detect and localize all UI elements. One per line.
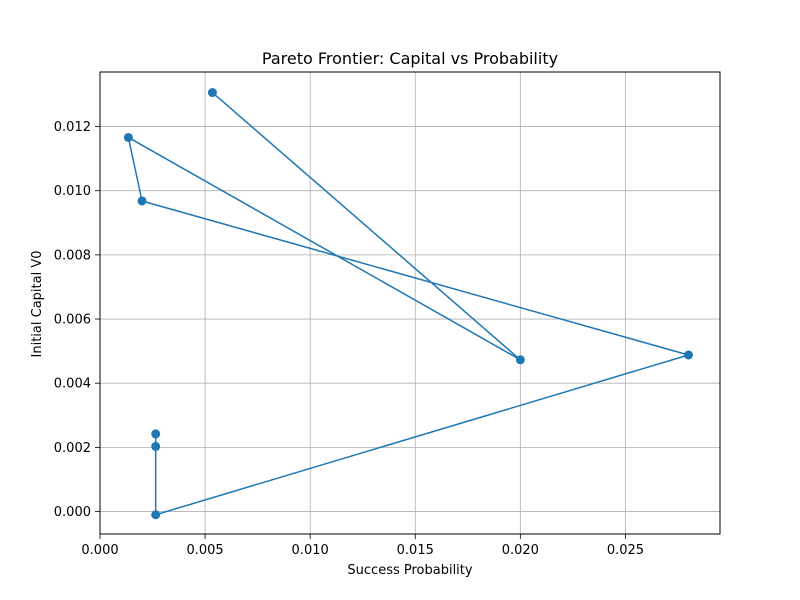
data-point — [151, 429, 161, 439]
x-tick-label: 0.000 — [81, 543, 118, 558]
x-axis-label: Success Probability — [347, 563, 472, 578]
x-tick-label: 0.025 — [607, 543, 644, 558]
plot-frame — [99, 71, 721, 535]
data-point — [123, 132, 133, 142]
series-line — [127, 91, 690, 516]
data-point — [207, 88, 217, 98]
y-axis-label: Initial Capital V0 — [30, 251, 45, 358]
data-point — [151, 441, 161, 451]
y-tick-label: 0.004 — [54, 377, 91, 392]
y-tick-label: 0.012 — [54, 120, 91, 135]
data-point — [515, 355, 525, 365]
y-tick-label: 0.008 — [54, 248, 91, 263]
y-tick-label: 0.006 — [54, 313, 91, 328]
x-tick-label: 0.015 — [397, 543, 434, 558]
y-axis: 0.000 0.002 0.004 0.006 0.008 0.010 0.012 — [54, 120, 100, 520]
chart-title: Pareto Frontier: Capital vs Probability — [262, 49, 558, 68]
y-tick-label: 0.010 — [54, 184, 91, 199]
y-tick-label: 0.000 — [54, 505, 91, 520]
series — [123, 88, 693, 520]
grid — [99, 72, 720, 534]
x-tick-label: 0.005 — [186, 543, 223, 558]
data-point — [151, 510, 161, 520]
data-point — [137, 196, 147, 206]
x-axis: 0.000 0.005 0.010 0.015 0.020 0.025 — [81, 534, 644, 558]
x-tick-label: 0.020 — [502, 543, 539, 558]
data-point — [683, 350, 693, 360]
y-tick-label: 0.002 — [54, 441, 91, 456]
x-tick-label: 0.010 — [292, 543, 329, 558]
